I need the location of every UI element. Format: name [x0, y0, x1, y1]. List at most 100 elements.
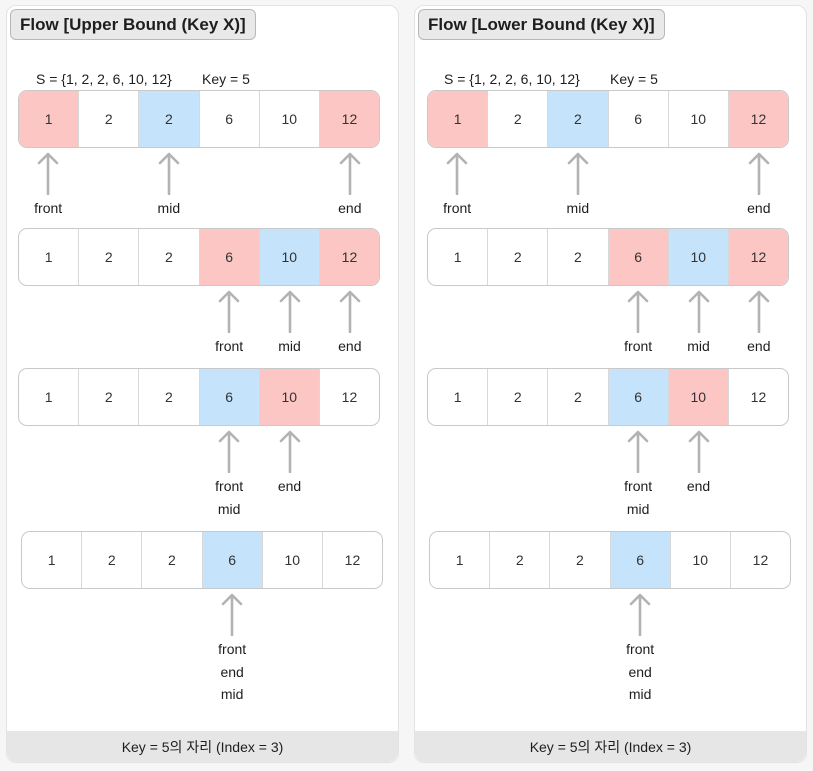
array-cell: 6: [199, 369, 260, 425]
pointer-label: front: [215, 478, 244, 494]
pointer-label: mid: [628, 686, 652, 702]
pointer-mid: mid: [260, 289, 320, 358]
array-cell: 2: [142, 532, 203, 588]
array-cell: 6: [610, 532, 671, 588]
key-label: Key = 5: [610, 71, 658, 87]
array-cell: 10: [671, 532, 731, 588]
array-cell: 10: [259, 369, 320, 425]
array-cell: 12: [728, 91, 788, 147]
arrow-up-icon: [221, 593, 243, 636]
lower-bound-panel: Flow [Lower Bound (Key X)] S = {1, 2, 2,…: [414, 5, 807, 763]
arrow-up-icon: [218, 290, 240, 333]
array-cell: 1: [428, 91, 489, 147]
array-cell: 2: [548, 229, 609, 285]
pointer-front-end-mid: front end mid: [202, 592, 262, 706]
array-cell: 2: [550, 532, 611, 588]
array-cell: 2: [79, 91, 140, 147]
pointer-label: mid: [626, 500, 650, 517]
array-row: 1 2 2 6 10 12: [18, 368, 380, 426]
array-cell: 6: [200, 91, 260, 147]
array-cell: 1: [19, 229, 80, 285]
step: 1 2 2 6 10 12 front end mid: [429, 531, 791, 702]
array-cell: 12: [750, 389, 767, 405]
pointer-label: end: [747, 200, 771, 216]
array-cell: 10: [259, 229, 320, 285]
array-cell: 2: [139, 91, 200, 147]
set-label: S = {1, 2, 2, 6, 10, 12}: [444, 71, 580, 87]
pointer-end: end: [260, 429, 320, 498]
array-row: 1 2 2 6 10 12: [427, 368, 789, 426]
pointer-label: front: [218, 641, 247, 657]
arrow-up-icon: [748, 152, 770, 195]
pointer-end: end: [320, 151, 380, 220]
array-cell: 1: [430, 532, 491, 588]
array-cell: 6: [202, 532, 263, 588]
array-cell: 12: [319, 91, 379, 147]
array-cell: 10: [263, 532, 323, 588]
arrow-up-icon: [688, 290, 709, 333]
array-cell: 2: [548, 91, 609, 147]
pointer-label: mid: [220, 686, 244, 702]
pointer-front: front: [608, 289, 668, 358]
array-cell: 2: [548, 369, 609, 425]
array-cell: 2: [82, 532, 143, 588]
pointer-mid: mid: [669, 289, 729, 358]
array-row: 1 2 2 6 10 12: [21, 531, 383, 589]
array-row: 1 2 2 6 10 12: [427, 228, 789, 286]
step: 1 2 2 6 10 12 front mid end: [427, 228, 789, 354]
array-cell: 1: [19, 369, 80, 425]
panel-title: Flow [Upper Bound (Key X)]: [10, 9, 256, 40]
pointer-label: front: [443, 200, 472, 216]
pointer-label: front: [624, 338, 653, 354]
array-cell: 2: [139, 369, 200, 425]
step: 1 2 2 6 10 12 front mid end: [18, 368, 380, 517]
pointer-label: mid: [687, 338, 710, 354]
pointer-label: front: [215, 338, 244, 354]
array-cell: 2: [139, 229, 200, 285]
array-cell: 12: [344, 552, 361, 568]
arrow-up-icon: [158, 152, 180, 195]
pointer-front-mid: front mid: [608, 429, 668, 520]
pointer-label: front: [624, 478, 653, 494]
arrow-up-icon: [627, 290, 649, 333]
pointer-end: end: [320, 289, 380, 358]
array-cell: 12: [752, 552, 769, 568]
pointer-label: front: [626, 641, 655, 657]
array-row: 1 2 2 6 10 12: [18, 228, 380, 286]
arrow-up-icon: [567, 152, 589, 195]
arrow-up-icon: [279, 430, 300, 473]
pointer-label: end: [338, 338, 362, 354]
pointer-label: end: [277, 478, 302, 494]
step: 1 2 2 6 10 12 front mid end: [427, 90, 789, 216]
array-cell: 10: [669, 91, 729, 147]
step: 1 2 2 6 10 12 front end mid: [21, 531, 383, 702]
array-cell: 10: [668, 229, 729, 285]
pointer-end: end: [669, 429, 729, 498]
pointer-front-end-mid: front end mid: [610, 592, 670, 706]
step: 1 2 2 6 10 12 front mid end: [18, 228, 380, 354]
pointer-front: front: [199, 289, 259, 358]
array-cell: 1: [428, 229, 489, 285]
set-label: S = {1, 2, 2, 6, 10, 12}: [36, 71, 172, 87]
array-cell: 2: [490, 532, 551, 588]
array-cell: 12: [728, 229, 788, 285]
array-cell: 6: [199, 229, 260, 285]
array-cell: 2: [488, 369, 549, 425]
array-row: 1 2 2 6 10 12: [18, 90, 380, 148]
pointer-label: end: [747, 338, 771, 354]
array-cell: 2: [488, 229, 549, 285]
array-row: 1 2 2 6 10 12: [429, 531, 791, 589]
step: 1 2 2 6 10 12 front mid end: [427, 368, 789, 517]
array-cell: 1: [428, 369, 489, 425]
result-footer: Key = 5의 자리 (Index = 3): [7, 731, 398, 762]
arrow-up-icon: [218, 430, 240, 473]
array-cell: 6: [608, 369, 669, 425]
array-cell: 6: [609, 91, 669, 147]
pointer-label: end: [686, 478, 711, 494]
arrow-up-icon: [37, 152, 59, 195]
pointer-label: mid: [217, 500, 241, 517]
result-footer: Key = 5의 자리 (Index = 3): [415, 731, 806, 762]
array-cell: 1: [22, 532, 83, 588]
array-cell: 2: [488, 91, 549, 147]
pointer-mid: mid: [548, 151, 608, 220]
